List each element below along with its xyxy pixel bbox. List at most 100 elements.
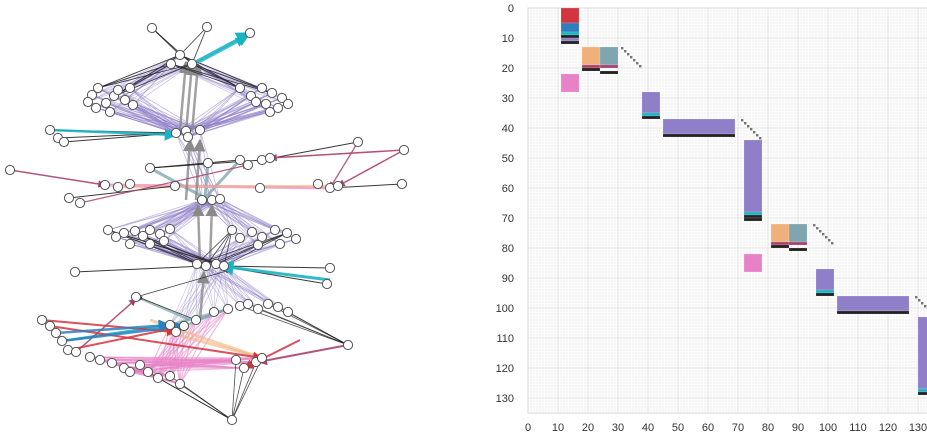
graph-node bbox=[342, 339, 354, 351]
graph-edge bbox=[109, 111, 187, 132]
graph-node bbox=[100, 97, 112, 109]
graph-edge bbox=[147, 308, 229, 373]
graph-node bbox=[130, 291, 142, 303]
graph-node bbox=[106, 357, 118, 369]
matrix-row-bar bbox=[788, 247, 808, 252]
graph-edge bbox=[203, 158, 242, 200]
graph-node bbox=[152, 372, 164, 384]
graph-node bbox=[250, 96, 262, 108]
graph-edge bbox=[215, 232, 288, 265]
graph-edge bbox=[203, 162, 210, 199]
matrix-block bbox=[560, 22, 580, 33]
matrix-block bbox=[770, 223, 790, 243]
matrix-block bbox=[662, 118, 736, 135]
graph-node bbox=[252, 239, 264, 251]
x-tick-label: 80 bbox=[762, 422, 774, 434]
graph-edge bbox=[169, 308, 229, 377]
edge-layer bbox=[9, 26, 405, 421]
matrix-row-bar bbox=[581, 64, 601, 69]
graph-edge bbox=[9, 169, 106, 188]
matrix-row-bar bbox=[560, 34, 580, 39]
graph-edge bbox=[175, 263, 198, 333]
graph-edge bbox=[129, 87, 201, 131]
diagonal-cell bbox=[825, 236, 828, 239]
matrix-row-bar bbox=[641, 112, 661, 117]
graph-node bbox=[146, 22, 158, 34]
graph-edge bbox=[211, 199, 281, 245]
graph-edge bbox=[329, 141, 359, 189]
graph-edge bbox=[218, 260, 331, 282]
graph-node bbox=[63, 192, 75, 204]
graph-edge bbox=[183, 138, 196, 201]
graph-edge bbox=[191, 63, 241, 89]
graph-node bbox=[44, 320, 56, 332]
graph-edge bbox=[91, 54, 181, 96]
matrix-row-bar bbox=[917, 388, 927, 393]
graph-edge bbox=[139, 364, 245, 369]
graph-edge bbox=[257, 308, 349, 346]
graph-edge bbox=[192, 203, 205, 265]
graph-edge bbox=[196, 232, 288, 265]
diagonal-cell bbox=[627, 53, 630, 56]
diagonal-cell bbox=[813, 224, 816, 227]
matrix-block bbox=[581, 46, 601, 66]
graph-edge bbox=[211, 199, 259, 246]
matrix-block bbox=[599, 46, 619, 66]
diagonal-cell bbox=[747, 125, 750, 128]
matrix-cells bbox=[560, 7, 927, 396]
graph-node bbox=[124, 178, 136, 190]
graph-node bbox=[312, 178, 324, 190]
x-tick-label: 30 bbox=[612, 422, 624, 434]
graph-node bbox=[242, 298, 254, 310]
graph-node bbox=[324, 262, 336, 274]
graph-edge bbox=[196, 263, 279, 308]
graph-node bbox=[281, 227, 293, 239]
graph-edge bbox=[132, 104, 187, 132]
graph-edge bbox=[87, 63, 193, 103]
graph-node bbox=[164, 370, 176, 382]
graph-node bbox=[158, 235, 170, 247]
graph-edge bbox=[195, 263, 198, 321]
diagonal-cell bbox=[639, 65, 642, 68]
diagonal-cell bbox=[744, 122, 747, 125]
graph-node bbox=[254, 182, 266, 194]
graph-edge bbox=[179, 308, 229, 385]
graph-node bbox=[112, 181, 124, 193]
graph-edge bbox=[205, 229, 233, 267]
graph-node bbox=[260, 98, 272, 110]
matrix-row-bar bbox=[581, 67, 601, 72]
y-tick-label: 0 bbox=[508, 3, 514, 15]
graph-node bbox=[90, 102, 102, 114]
graph-node bbox=[169, 180, 181, 192]
graph-edge bbox=[97, 63, 193, 90]
graph-edge bbox=[135, 268, 231, 298]
diagonal-cell bbox=[816, 227, 819, 230]
graph-node bbox=[230, 354, 242, 366]
graph-node bbox=[398, 144, 410, 156]
graph-edge bbox=[231, 367, 246, 421]
graph-edge bbox=[337, 149, 405, 187]
graph-edge bbox=[269, 149, 405, 162]
graph-edge bbox=[287, 311, 349, 346]
graph-node bbox=[119, 94, 131, 106]
y-tick-label: 60 bbox=[502, 183, 514, 195]
graph-edge bbox=[142, 235, 225, 267]
graph-edge bbox=[257, 344, 349, 366]
matrix-frame bbox=[527, 7, 927, 414]
graph-node bbox=[276, 92, 288, 104]
diagonal-cell bbox=[630, 56, 633, 59]
graph-node bbox=[226, 414, 238, 426]
graph-node bbox=[256, 231, 268, 243]
graph-node bbox=[234, 232, 246, 244]
graph-node bbox=[214, 193, 226, 205]
graph-node bbox=[266, 87, 278, 99]
graph-node bbox=[127, 99, 139, 111]
matrix-block bbox=[560, 73, 580, 93]
graph-edge bbox=[157, 308, 229, 379]
graph-node bbox=[165, 58, 177, 70]
matrix-row-bar bbox=[770, 241, 790, 246]
graph-node bbox=[246, 226, 258, 238]
graph-edge bbox=[132, 104, 201, 131]
graph-edge bbox=[193, 138, 206, 201]
matrix-row-bar bbox=[743, 214, 763, 219]
